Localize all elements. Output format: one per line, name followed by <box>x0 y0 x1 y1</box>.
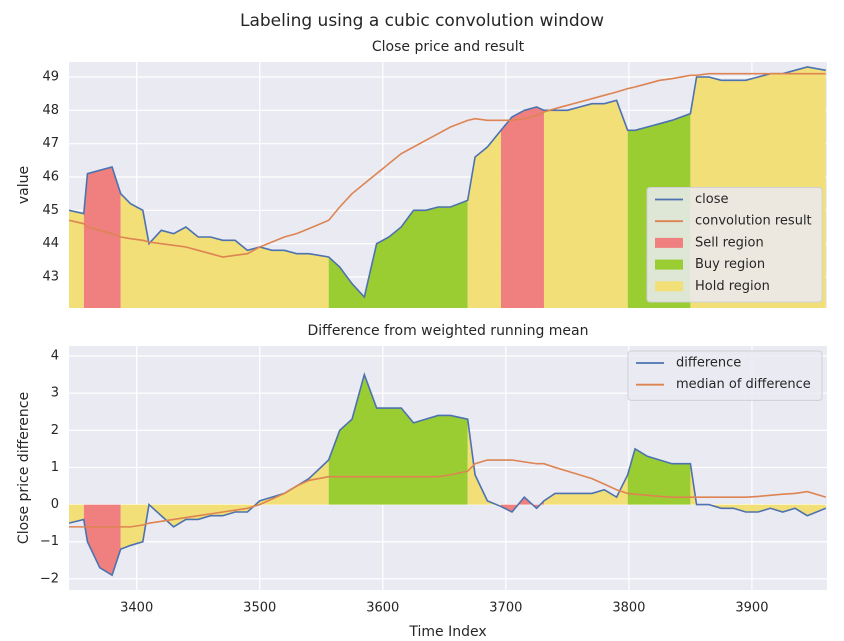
region-fill <box>83 504 121 576</box>
region-fill <box>120 193 329 308</box>
series-line <box>69 66 826 299</box>
region-fill <box>627 448 691 505</box>
legend-swatch <box>655 259 683 270</box>
region-fill <box>83 167 121 308</box>
subplot-title: Difference from weighted running mean <box>308 323 589 339</box>
legend-label: close <box>695 192 728 207</box>
x-tick-label: 3400 <box>120 601 153 616</box>
x-axis-label: Time Index <box>408 624 486 640</box>
y-tick-label: 4 <box>51 349 59 364</box>
y-tick-label: −2 <box>40 571 59 586</box>
y-tick-label: 2 <box>51 423 59 438</box>
region-fill <box>328 200 468 308</box>
x-tick-label: 3800 <box>612 601 645 616</box>
y-tick-label: 3 <box>51 386 59 401</box>
y-tick-label: −1 <box>40 534 59 549</box>
region-fill <box>467 130 501 308</box>
x-tick-label: 3600 <box>366 601 399 616</box>
series-line <box>69 459 827 528</box>
region-fill <box>328 374 468 505</box>
y-tick-label: 1 <box>51 460 59 475</box>
legend-swatch <box>655 237 683 248</box>
region-fill <box>467 419 501 507</box>
legend-label: convolution result <box>695 214 812 229</box>
y-tick-label: 49 <box>42 70 59 85</box>
legend-label: Buy region <box>695 257 765 272</box>
region-fill <box>543 474 628 505</box>
legend-label: Sell region <box>695 235 764 250</box>
y-tick-label: 47 <box>42 136 59 151</box>
y-tick-label: 44 <box>42 236 59 251</box>
y-tick-label: 45 <box>42 203 59 218</box>
region-fill <box>690 463 826 516</box>
region-fill <box>69 504 84 524</box>
figure-title: Labeling using a cubic convolution windo… <box>240 11 604 31</box>
x-tick-label: 3900 <box>735 601 768 616</box>
y-tick-label: 0 <box>51 497 59 512</box>
legend-box <box>627 350 823 401</box>
y-tick-label: 48 <box>42 103 59 118</box>
x-tick-label: 3500 <box>243 601 276 616</box>
y-tick-label: 43 <box>42 270 59 285</box>
y-axis-label: value <box>16 166 32 204</box>
plot-area <box>69 346 827 590</box>
x-tick-label: 3700 <box>489 601 522 616</box>
y-tick-label: 46 <box>42 170 59 185</box>
legend-label: Hold region <box>695 279 770 294</box>
legend-label: difference <box>676 356 741 371</box>
region-fill <box>69 210 84 308</box>
legend-label: median of difference <box>676 377 811 392</box>
legend-box <box>646 187 823 303</box>
region-fill <box>120 460 329 550</box>
region-fill <box>543 100 628 308</box>
region-fill <box>500 497 544 513</box>
series-line <box>69 371 827 577</box>
subplot-title: Close price and result <box>372 39 525 55</box>
y-axis-label: Close price difference <box>16 392 32 544</box>
legend-swatch <box>655 281 683 292</box>
region-fill <box>500 107 544 308</box>
series-line <box>69 72 826 258</box>
